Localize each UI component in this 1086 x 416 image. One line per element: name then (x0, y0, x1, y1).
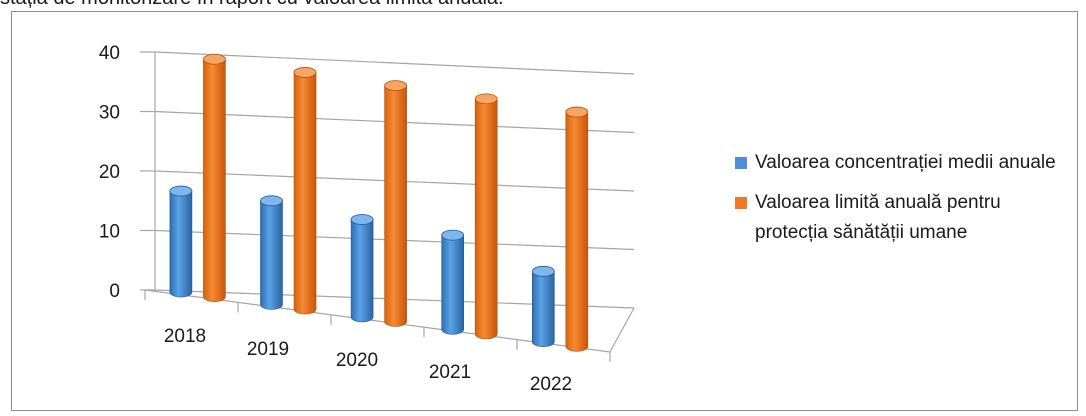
bar-limit-2022 (565, 106, 589, 352)
bar-top (293, 67, 317, 78)
bar-top (565, 106, 589, 118)
y-tick-label: 20 (99, 162, 120, 183)
bar-body (260, 200, 283, 310)
bar-limit-2020 (384, 80, 408, 327)
x-tick-label: 2020 (336, 350, 378, 371)
bar-top (474, 93, 498, 105)
x-tick-label: 2021 (429, 362, 471, 383)
legend: Valoarea concentrației medii anuale Valo… (735, 148, 1075, 258)
bar-top (441, 229, 465, 241)
bar-concentration-2020 (350, 214, 374, 323)
legend-item-limit: Valoarea limită anuală pentru protecția … (735, 188, 1075, 248)
bar-top (260, 195, 283, 207)
bar-concentration-2019 (260, 195, 283, 310)
bar-body (203, 58, 226, 302)
bar-top (350, 214, 374, 225)
bars-layer (169, 53, 589, 352)
legend-item-concentration: Valoarea concentrației medii anuale (735, 148, 1075, 178)
y-tick-label: 30 (99, 103, 120, 124)
bar-body (293, 72, 317, 315)
labels-layer: 0 10 20 30 40 2018 2019 2020 2021 2022 (99, 43, 572, 395)
bar-limit-2021 (474, 93, 498, 340)
gridline (154, 51, 635, 75)
bar-top (384, 80, 408, 92)
bar-top (203, 53, 226, 65)
bar-concentration-2021 (441, 229, 465, 335)
bar-body (531, 271, 555, 347)
bar-limit-2018 (203, 53, 226, 302)
bar-body (350, 219, 374, 323)
y-tick-label: 0 (109, 281, 120, 302)
legend-swatch-orange (735, 197, 747, 209)
bar-top (169, 185, 193, 197)
figure-caption: stația de monitorizare în raport cu valo… (0, 0, 504, 10)
bar-concentration-2022 (531, 265, 555, 347)
x-tick-label: 2022 (530, 374, 572, 395)
bar-top (531, 265, 555, 277)
legend-swatch-blue (735, 157, 747, 169)
floor-edge-right (609, 307, 635, 353)
x-tick-label: 2018 (164, 326, 206, 347)
legend-label-concentration: Valoarea concentrației medii anuale (755, 152, 1056, 173)
bar-body (441, 234, 464, 335)
bar-body (169, 190, 193, 298)
y-tick-label: 10 (99, 222, 120, 243)
bar-body (565, 111, 589, 352)
bar-body (384, 85, 407, 327)
bar-concentration-2018 (169, 185, 193, 298)
x-tick-label: 2019 (247, 339, 289, 360)
legend-label-limit: Valoarea limită anuală pentru protecția … (755, 192, 1001, 243)
y-tick-label: 40 (99, 43, 120, 64)
bar-limit-2019 (293, 67, 317, 315)
bar-body (474, 98, 498, 340)
